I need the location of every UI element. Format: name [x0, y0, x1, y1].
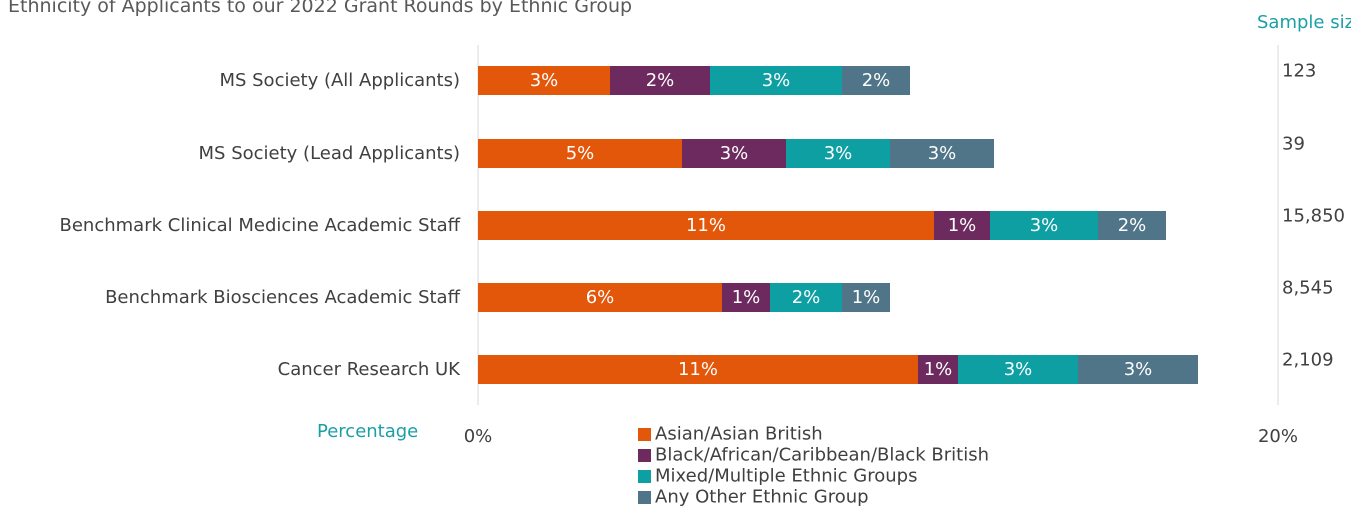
- bar-segment: [786, 139, 890, 168]
- bar-value-label: 3%: [928, 143, 957, 164]
- x-axis-title: Percentage: [317, 421, 418, 442]
- bar-segment: [890, 139, 994, 168]
- sample-size-value: 2,109: [1282, 350, 1334, 371]
- category-label: Benchmark Biosciences Academic Staff: [105, 287, 461, 308]
- bar-value-label: 2%: [646, 70, 675, 91]
- bar-segment: [478, 139, 682, 168]
- bar-value-label: 5%: [566, 143, 595, 164]
- legend-swatch: [638, 428, 651, 441]
- bar-segment: [958, 355, 1078, 384]
- bar-value-label: 6%: [586, 287, 615, 308]
- sample-size-value: 123: [1282, 61, 1316, 82]
- bar-value-label: 2%: [862, 70, 891, 91]
- bar-value-label: 3%: [824, 143, 853, 164]
- sample-size-header: Sample size: [1257, 12, 1351, 33]
- bar-value-label: 11%: [686, 215, 726, 236]
- bar-segment: [722, 283, 770, 312]
- bar-value-label: 1%: [948, 215, 977, 236]
- bars: 3% 2% 3% 2% 5% 3% 3% 3% 11% 1% 3% 2% 6% 1% 2% 1% 11% 1% 3%…: [478, 66, 1198, 384]
- bar-value-label: 3%: [1030, 215, 1059, 236]
- bar-value-label: 2%: [1118, 215, 1147, 236]
- bar-value-label: 1%: [852, 287, 881, 308]
- legend-label: Black/African/Caribbean/Black British: [655, 445, 989, 466]
- legend-swatch: [638, 491, 651, 504]
- sample-size-value: 15,850: [1282, 206, 1345, 227]
- legend-swatch: [638, 470, 651, 483]
- bar-value-label: 11%: [678, 359, 718, 380]
- category-labels: MS Society (All Applicants) MS Society (L…: [60, 70, 462, 380]
- bar-value-label: 3%: [1124, 359, 1153, 380]
- bar-value-label: 2%: [792, 287, 821, 308]
- bar-segment: [478, 211, 934, 240]
- bar-segment: [934, 211, 990, 240]
- bar-segment: [610, 66, 710, 95]
- bar-value-label: 3%: [530, 70, 559, 91]
- chart-title: Ethnicity of Applicants to our 2022 Gran…: [8, 0, 632, 17]
- bar-segment: [478, 66, 610, 95]
- bar-segment: [842, 283, 890, 312]
- bar-segment: [710, 66, 842, 95]
- category-label: MS Society (All Applicants): [219, 70, 460, 91]
- sample-size-labels: 123 39 15,850 8,545 2,109: [1282, 61, 1345, 371]
- category-label: Benchmark Clinical Medicine Academic Sta…: [60, 215, 461, 236]
- x-tick-label-max: 20%: [1258, 426, 1298, 447]
- sample-size-value: 39: [1282, 134, 1305, 155]
- bar-value-label: 1%: [732, 287, 761, 308]
- bar-segment: [990, 211, 1098, 240]
- sample-size-value: 8,545: [1282, 278, 1334, 299]
- bar-value-label: 3%: [1004, 359, 1033, 380]
- x-tick-label-min: 0%: [464, 426, 493, 447]
- legend-swatch: [638, 449, 651, 462]
- legend-label: Any Other Ethnic Group: [655, 487, 869, 508]
- bar-segment: [842, 66, 910, 95]
- bar-value-label: 1%: [924, 359, 953, 380]
- category-label: MS Society (Lead Applicants): [199, 143, 460, 164]
- bar-segment: [1078, 355, 1198, 384]
- legend: Asian/Asian BritishBlack/African/Caribbe…: [638, 424, 989, 508]
- bar-segment: [478, 355, 918, 384]
- legend-label: Mixed/Multiple Ethnic Groups: [655, 466, 917, 487]
- bar-value-label: 3%: [720, 143, 749, 164]
- category-label: Cancer Research UK: [278, 359, 462, 380]
- bar-segment: [918, 355, 958, 384]
- bar-segment: [1098, 211, 1166, 240]
- bar-segment: [478, 283, 722, 312]
- legend-label: Asian/Asian British: [655, 424, 823, 445]
- bar-value-label: 3%: [762, 70, 791, 91]
- bar-segment: [682, 139, 786, 168]
- bar-segment: [770, 283, 842, 312]
